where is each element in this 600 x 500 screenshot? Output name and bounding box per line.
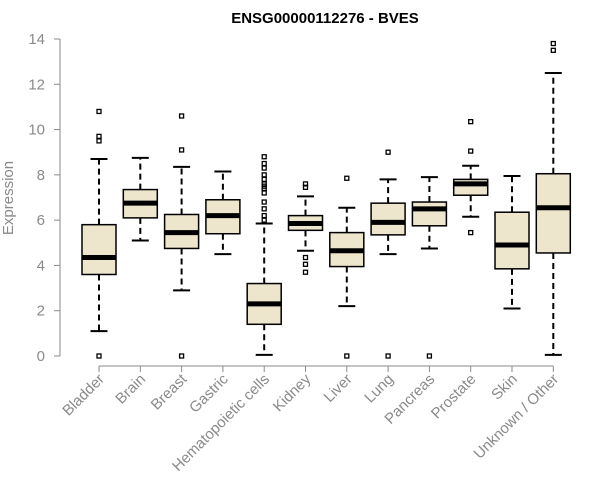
outlier-point xyxy=(302,181,309,187)
y-tick-label: 2 xyxy=(37,303,45,320)
outlier-point xyxy=(261,154,267,160)
y-axis-ticks: 0 2 4 6 8 10 12 14 xyxy=(28,31,60,365)
outlier-point xyxy=(385,149,391,155)
outlier-point xyxy=(385,353,391,359)
outlier-point xyxy=(261,199,267,205)
x-category-label: Skin xyxy=(488,371,521,404)
outlier-point xyxy=(261,206,267,212)
outlier-point xyxy=(468,229,474,236)
y-tick-label: 4 xyxy=(37,257,45,274)
y-tick-label: 0 xyxy=(37,348,45,365)
outlier-point xyxy=(426,353,433,359)
x-category-label: Prostate xyxy=(428,371,480,423)
outlier-point xyxy=(96,133,102,140)
box-group xyxy=(329,175,365,359)
y-axis-label: Expression xyxy=(0,161,17,235)
box-group xyxy=(205,170,241,256)
outlier-point xyxy=(261,217,267,223)
x-category-label: Lung xyxy=(361,371,397,407)
y-tick-label: 10 xyxy=(28,122,45,139)
outlier-point xyxy=(468,148,474,154)
x-category-label: Liver xyxy=(321,371,356,406)
iqr-box xyxy=(494,211,530,270)
outlier-point xyxy=(261,190,267,196)
outlier-point xyxy=(550,40,556,47)
y-tick-label: 12 xyxy=(28,76,45,93)
iqr-box xyxy=(535,172,572,254)
outlier-point xyxy=(261,172,267,178)
y-tick-label: 14 xyxy=(28,31,45,48)
box-group xyxy=(122,156,159,242)
box-group xyxy=(81,108,117,359)
outlier-point xyxy=(96,108,102,115)
chart-title: ENSG00000112276 - BVES xyxy=(231,10,419,27)
iqr-box xyxy=(411,201,448,227)
box-group xyxy=(411,176,448,359)
outlier-point xyxy=(178,353,185,359)
outlier-point xyxy=(550,47,556,53)
box-group xyxy=(246,154,282,356)
outlier-point xyxy=(96,138,102,144)
outlier-point xyxy=(302,269,309,275)
box-series xyxy=(81,40,572,359)
outlier-point xyxy=(261,165,267,171)
x-category-label: Breast xyxy=(148,370,191,413)
iqr-box xyxy=(370,202,406,236)
outlier-point xyxy=(261,160,267,167)
iqr-box xyxy=(81,223,117,276)
x-category-label: Brain xyxy=(112,371,149,408)
outlier-point xyxy=(344,353,350,359)
box-group xyxy=(452,118,489,236)
outlier-point xyxy=(302,254,309,261)
box-group xyxy=(370,149,406,359)
outlier-point xyxy=(261,176,267,183)
outlier-point xyxy=(178,147,185,153)
outlier-point xyxy=(344,175,350,181)
box-group xyxy=(494,174,530,310)
y-tick-label: 8 xyxy=(37,167,45,184)
box-group xyxy=(535,40,572,356)
outlier-point xyxy=(468,118,474,125)
x-category-label: Kidney xyxy=(270,370,315,415)
outlier-point xyxy=(302,261,309,267)
outlier-point xyxy=(178,113,185,119)
box-group xyxy=(163,113,200,359)
box-group xyxy=(287,181,324,275)
outlier-point xyxy=(261,212,267,219)
outlier-point xyxy=(96,353,102,359)
x-category-label: Bladder xyxy=(59,371,108,420)
y-tick-label: 6 xyxy=(37,212,45,229)
